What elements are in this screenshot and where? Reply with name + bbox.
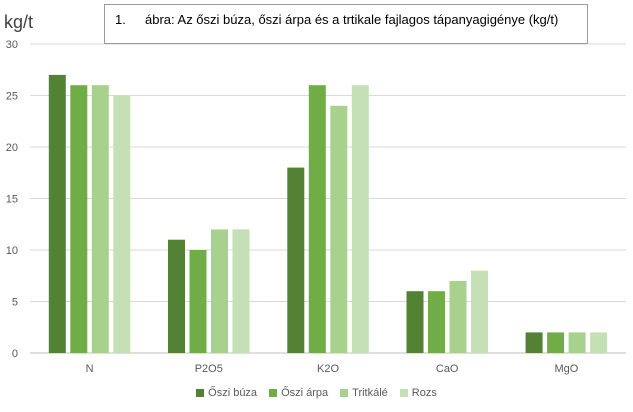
bars <box>48 74 608 354</box>
bar <box>406 291 424 353</box>
bar <box>48 74 66 354</box>
legend-label-3: Tritkálé <box>352 387 388 399</box>
x-tick-label: N <box>86 363 94 375</box>
bar <box>525 332 543 353</box>
bar <box>168 239 185 353</box>
bar <box>330 105 348 353</box>
bar <box>308 85 326 353</box>
y-tick-label: 15 <box>6 194 18 206</box>
x-tick-label: CaO <box>436 363 459 375</box>
y-tick-label: 10 <box>6 245 18 257</box>
legend: Őszi búza Őszi árpa Tritkálé Rozs <box>0 387 633 399</box>
bar <box>428 291 445 353</box>
legend-item-4: Rozs <box>399 387 437 399</box>
y-tick-label: 0 <box>12 348 18 360</box>
bar <box>287 167 305 353</box>
y-tick-label: 5 <box>12 297 18 309</box>
legend-label-4: Rozs <box>411 387 437 399</box>
legend-swatch-4 <box>399 389 408 397</box>
legend-swatch-3 <box>340 389 349 397</box>
bar <box>568 332 586 353</box>
legend-swatch-2 <box>269 389 278 397</box>
bar <box>113 95 131 353</box>
legend-label-1: Őszi búza <box>208 387 258 399</box>
bar <box>189 250 207 353</box>
x-tick-label: P2O5 <box>195 363 223 375</box>
legend-item-1: Őszi búza <box>196 387 257 399</box>
y-tick-label: 25 <box>6 91 18 103</box>
caption-number: 1. <box>115 12 126 27</box>
bar <box>211 229 228 353</box>
figure-caption-box: 1. ábra: Az őszi búza, őszi árpa és a tr… <box>104 4 588 44</box>
bar <box>232 229 250 353</box>
bar <box>70 85 88 353</box>
y-axis-ticks: 0 5 10 15 20 25 30 <box>6 39 18 360</box>
bar <box>547 332 565 353</box>
bar <box>91 85 109 353</box>
bar <box>471 270 488 353</box>
y-tick-label: 20 <box>6 142 18 154</box>
legend-item-2: Őszi árpa <box>269 387 328 399</box>
legend-label-2: Őszi árpa <box>281 387 329 399</box>
caption-text: ábra: Az őszi búza, őszi árpa és a trtik… <box>145 12 559 27</box>
x-axis-ticks: N P2O5 K2O CaO MgO <box>86 363 579 375</box>
bar <box>449 280 467 353</box>
y-tick-label: 30 <box>6 39 18 51</box>
bar <box>351 85 369 353</box>
legend-item-3: Tritkálé <box>340 387 388 399</box>
x-tick-label: MgO <box>554 363 578 375</box>
x-tick-label: K2O <box>317 363 339 375</box>
legend-swatch-1 <box>196 389 205 397</box>
y-axis-unit-label: kg/t <box>4 12 34 32</box>
bar <box>590 332 608 353</box>
